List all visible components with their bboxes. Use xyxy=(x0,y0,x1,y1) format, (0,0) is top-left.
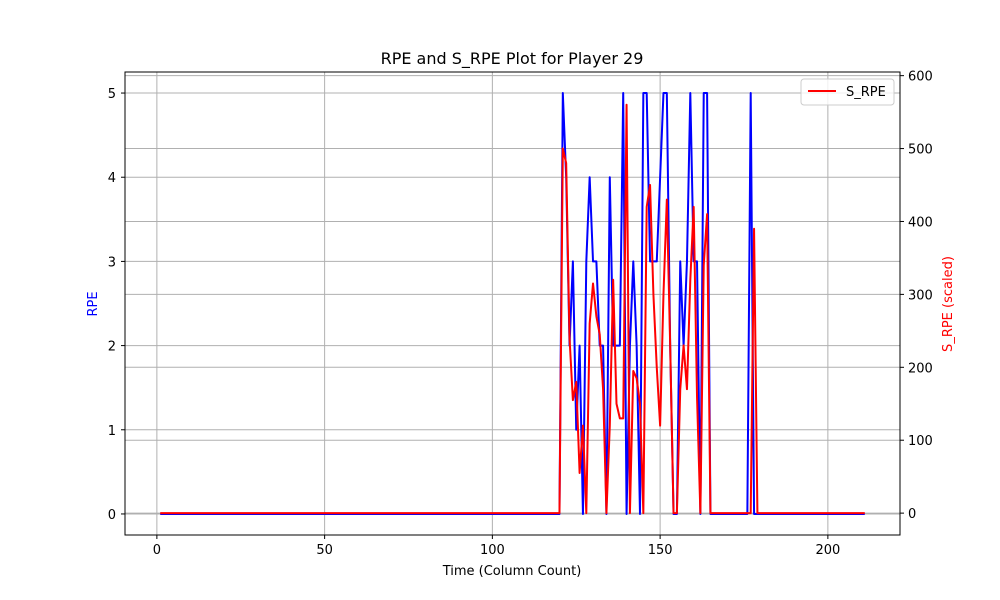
y-left-tick-label: 2 xyxy=(108,340,116,355)
x-tick-label: 200 xyxy=(815,543,840,558)
legend: S_RPE xyxy=(800,78,895,106)
y-right-tick-label: 0 xyxy=(908,507,916,522)
series-line-s-rpe xyxy=(160,103,865,515)
y-right-tick-label: 500 xyxy=(908,143,933,158)
x-axis-label: Time (Column Count) xyxy=(442,564,582,579)
y-right-tick-label: 200 xyxy=(908,361,933,376)
y-left-tick-label: 0 xyxy=(108,508,116,523)
x-tick-label: 150 xyxy=(648,543,673,558)
y-axis-right-label: S_RPE (scaled) xyxy=(941,256,956,352)
grid xyxy=(125,72,900,535)
series-layer xyxy=(160,92,865,515)
y-left-tick-label: 4 xyxy=(108,171,116,186)
chart-title: RPE and S_RPE Plot for Player 29 xyxy=(381,49,644,69)
legend-box xyxy=(800,78,895,106)
x-tick-label: 50 xyxy=(316,543,333,558)
y-right-tick-label: 600 xyxy=(908,70,933,85)
y-left-tick-label: 5 xyxy=(108,87,116,102)
legend-label-s-rpe: S_RPE xyxy=(846,85,886,100)
x-tick-label: 0 xyxy=(153,543,161,558)
plot-frame xyxy=(124,71,901,536)
y-right-tick-label: 300 xyxy=(908,288,933,303)
y-right-tick-label: 100 xyxy=(908,434,933,449)
y-axis-left-label: RPE xyxy=(86,291,101,316)
y-left-tick-label: 1 xyxy=(108,424,116,439)
x-tick-label: 100 xyxy=(480,543,505,558)
y-left-tick-label: 3 xyxy=(108,255,116,270)
y-right-tick-label: 400 xyxy=(908,215,933,230)
